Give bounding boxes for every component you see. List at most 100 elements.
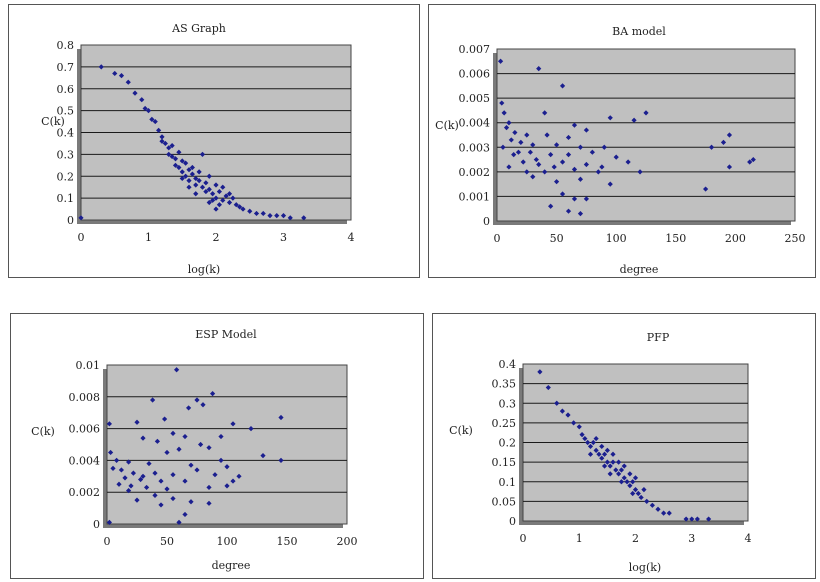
- data-point: [139, 97, 145, 103]
- data-point: [126, 488, 132, 494]
- x-tick-label: 200: [337, 535, 358, 548]
- x-tick-label: 100: [606, 232, 627, 245]
- y-tick-label: 0.006: [459, 68, 491, 81]
- y-tick-label: 0.35: [492, 378, 517, 391]
- data-point: [206, 199, 212, 206]
- data-point: [274, 213, 280, 219]
- data-point: [747, 159, 753, 165]
- y-axis-label: C(k): [449, 424, 473, 437]
- data-point: [166, 151, 172, 157]
- data-point: [216, 202, 222, 208]
- data-point: [559, 191, 566, 197]
- data-point: [169, 153, 175, 160]
- x-tick-label: 4: [745, 532, 752, 545]
- y-tick-label: 0.8: [57, 39, 75, 52]
- data-point: [210, 191, 216, 197]
- data-point: [179, 175, 185, 182]
- data-point: [118, 73, 125, 79]
- data-point: [236, 473, 242, 479]
- data-point: [590, 439, 596, 446]
- data-point: [621, 463, 627, 469]
- data-point: [186, 184, 192, 190]
- data-point: [571, 420, 577, 426]
- x-axis-label: log(k): [629, 561, 661, 574]
- y-tick-label: 0.002: [459, 166, 491, 179]
- data-point: [159, 134, 165, 140]
- data-point: [170, 495, 176, 502]
- chart-svg-2: 0 0.002 0.004 0.006 0.008 0.01 0 50 100 150 200 ESP…: [31, 328, 358, 572]
- y-tick-label: 0.4: [499, 358, 517, 371]
- data-point: [193, 175, 199, 182]
- data-point: [253, 210, 260, 217]
- data-point: [179, 169, 185, 175]
- y-axis-label: C(k): [31, 425, 55, 438]
- data-point: [593, 435, 599, 442]
- data-point: [585, 439, 591, 446]
- data-point: [554, 400, 560, 406]
- data-point: [530, 174, 536, 180]
- data-point: [158, 478, 164, 484]
- data-point: [199, 184, 206, 190]
- data-point: [182, 478, 188, 484]
- y-tick-label: 0: [93, 518, 100, 531]
- data-point: [112, 70, 118, 77]
- y-tick-label: 0.3: [499, 397, 517, 410]
- x-tick-label: 0: [104, 535, 111, 548]
- data-point: [189, 171, 195, 177]
- data-point: [230, 478, 236, 484]
- data-point: [720, 139, 727, 145]
- y-tick-label: 0.6: [57, 83, 75, 96]
- data-point: [78, 215, 84, 221]
- y-tick-label: 0.003: [459, 141, 491, 154]
- data-point: [128, 483, 134, 489]
- data-point: [193, 182, 199, 188]
- x-tick-label: 250: [785, 232, 806, 245]
- data-point: [200, 402, 206, 408]
- chart-panel-esp-model: 0 0.002 0.004 0.006 0.008 0.01 0 50 100 150 200 ESP…: [10, 313, 424, 579]
- data-point: [223, 193, 229, 199]
- x-axis-label: degree: [212, 559, 251, 572]
- data-point: [708, 144, 715, 150]
- y-tick-label: 0.002: [69, 486, 101, 499]
- data-point: [582, 435, 588, 442]
- data-point: [179, 158, 185, 164]
- data-point: [169, 143, 175, 149]
- y-tick-label: 0.7: [57, 61, 75, 74]
- data-point: [627, 483, 633, 489]
- x-tick-label: 1: [576, 532, 583, 545]
- data-point: [240, 206, 246, 212]
- data-point: [134, 419, 140, 425]
- data-point: [159, 138, 165, 144]
- data-point: [589, 149, 595, 155]
- data-point: [110, 465, 116, 471]
- data-point: [607, 463, 613, 469]
- y-tick-label: 0.3: [57, 148, 75, 161]
- data-point: [176, 164, 182, 171]
- data-point: [577, 211, 584, 217]
- data-point: [226, 199, 233, 206]
- x-tick-label: 150: [665, 232, 686, 245]
- data-point: [511, 152, 517, 158]
- data-point: [108, 449, 114, 456]
- chart-title: PFP: [647, 331, 670, 344]
- data-point: [726, 164, 733, 170]
- data-point: [750, 156, 756, 163]
- data-point: [216, 188, 222, 195]
- data-point: [213, 206, 219, 212]
- data-point: [533, 156, 539, 163]
- data-point: [132, 90, 138, 96]
- y-axis-label: C(k): [435, 119, 459, 132]
- data-point: [545, 384, 551, 391]
- data-point: [224, 464, 230, 470]
- data-point: [599, 164, 605, 170]
- data-point: [703, 186, 709, 192]
- chart-svg-1: 0 0.001 0.002 0.003 0.004 0.005 0.006 0.007 0 50 1…: [435, 25, 806, 276]
- data-point: [220, 184, 226, 190]
- data-point: [198, 441, 204, 448]
- data-point: [130, 470, 136, 476]
- data-point: [613, 154, 619, 160]
- data-point: [649, 502, 655, 508]
- data-point: [551, 164, 557, 170]
- data-point: [152, 118, 158, 125]
- x-tick-label: 50: [550, 232, 564, 245]
